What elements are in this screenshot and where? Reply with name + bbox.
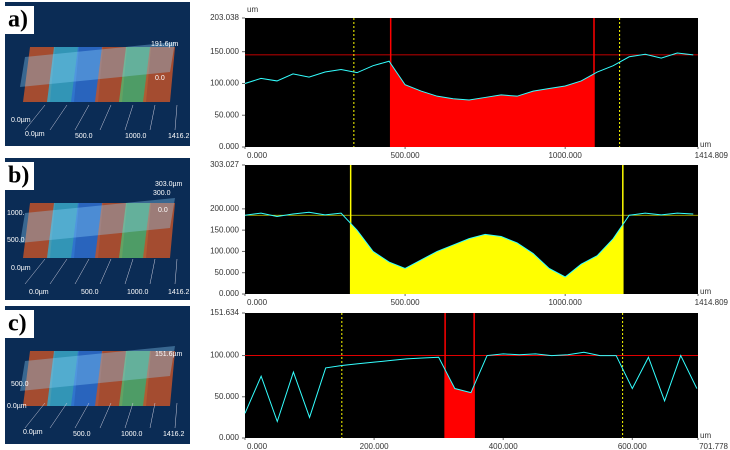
x-tick-label: 701.778 bbox=[699, 442, 728, 450]
render-label: 500.0 bbox=[11, 381, 29, 388]
x-tick-label: 1000.000 bbox=[548, 298, 582, 307]
render-label: 1000. bbox=[7, 210, 25, 217]
x-unit: um bbox=[700, 431, 711, 440]
render-label: 303.0µm bbox=[155, 181, 183, 188]
render-label: 0.0µm bbox=[25, 131, 45, 138]
y-tick-label: 303.027 bbox=[210, 160, 239, 169]
render-label: 151.6µm bbox=[155, 351, 183, 358]
panel-label: b) bbox=[8, 163, 29, 189]
render-label: 0.0µm bbox=[11, 265, 31, 272]
x-tick-label: 1414.809 bbox=[695, 151, 729, 160]
render-label: 1416.2 bbox=[168, 289, 190, 296]
render-label: 1416.2 bbox=[168, 133, 190, 140]
figure: a) 191.6µm 0.0 0.0µm 0.0µm 500.0 1000.0 1416.2 b… bbox=[0, 0, 730, 450]
x-tick-label: 500.000 bbox=[391, 298, 420, 307]
y-tick-label: 50.000 bbox=[215, 110, 240, 119]
x-tick-label: 400.000 bbox=[489, 442, 518, 450]
x-tick-label: 600.000 bbox=[618, 442, 647, 450]
render-label: 0.0µm bbox=[29, 289, 49, 296]
x-unit: um bbox=[700, 140, 711, 149]
x-tick-label: 1000.000 bbox=[548, 151, 582, 160]
y-unit: um bbox=[247, 5, 258, 14]
y-tick-label: 50.000 bbox=[215, 268, 240, 277]
x-tick-label: 1414.809 bbox=[695, 298, 729, 307]
render-label: 500.0 bbox=[81, 289, 99, 296]
x-unit: um bbox=[700, 287, 711, 296]
y-tick-label: 200.000 bbox=[210, 204, 239, 213]
y-tick-label: 100.000 bbox=[210, 79, 239, 88]
panel-label: a) bbox=[8, 7, 28, 33]
render-label: 1000.0 bbox=[127, 289, 149, 296]
render-label: 0.0 bbox=[155, 75, 165, 82]
render-label: 500.0 bbox=[75, 133, 93, 140]
y-tick-label: 100.000 bbox=[210, 351, 239, 360]
render-label: 500.0 bbox=[7, 237, 25, 244]
render-label: 0.0 bbox=[158, 207, 168, 214]
x-tick-label: 0.000 bbox=[247, 298, 268, 307]
x-tick-label: 200.000 bbox=[360, 442, 389, 450]
x-tick-label: 0.000 bbox=[247, 442, 268, 450]
render-label: 1416.2 bbox=[163, 431, 185, 438]
render-label: 300.0 bbox=[153, 190, 171, 197]
render-label: 0.0µm bbox=[23, 429, 43, 436]
render-label: 500.0 bbox=[73, 431, 91, 438]
y-tick-label: 0.000 bbox=[219, 142, 240, 151]
y-tick-label: 50.000 bbox=[215, 392, 240, 401]
y-tick-label: 100.000 bbox=[210, 247, 239, 256]
page: a) 191.6µm 0.0 0.0µm 0.0µm 500.0 1000.0 1416.2 b… bbox=[0, 0, 730, 450]
render-label: 0.0µm bbox=[11, 117, 31, 124]
render-label: 1000.0 bbox=[121, 431, 143, 438]
x-tick-label: 500.000 bbox=[391, 151, 420, 160]
panel-label: c) bbox=[8, 311, 27, 337]
y-tick-label: 0.000 bbox=[219, 433, 240, 442]
x-tick-label: 0.000 bbox=[247, 151, 268, 160]
render-label: 1000.0 bbox=[125, 133, 147, 140]
y-tick-label: 151.634 bbox=[210, 308, 239, 317]
render-label: 191.6µm bbox=[151, 41, 179, 48]
y-tick-label: 0.000 bbox=[219, 289, 240, 298]
render-label: 0.0µm bbox=[7, 403, 27, 410]
y-tick-label: 150.000 bbox=[210, 225, 239, 234]
y-tick-label: 150.000 bbox=[210, 47, 239, 56]
y-tick-label: 203.038 bbox=[210, 13, 239, 22]
